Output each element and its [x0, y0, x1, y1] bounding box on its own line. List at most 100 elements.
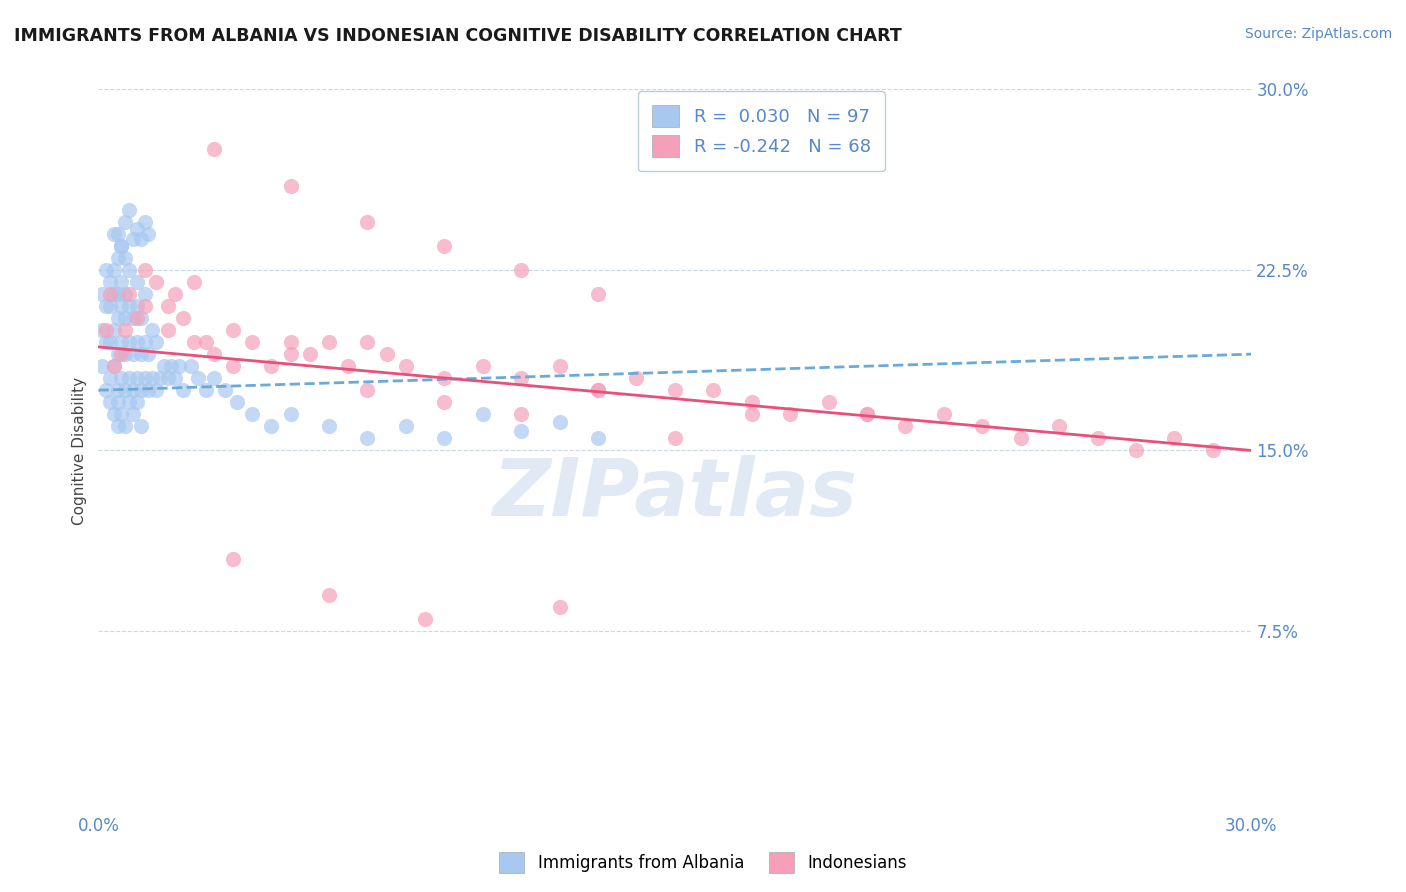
Point	[107, 251, 129, 265]
Point	[413, 612, 436, 626]
Point	[1047, 419, 1070, 434]
Point	[433, 431, 456, 445]
Point	[280, 347, 302, 361]
Point	[225, 395, 247, 409]
Point	[156, 371, 179, 385]
Point	[118, 202, 141, 217]
Point	[548, 415, 571, 429]
Point	[98, 395, 121, 409]
Point	[114, 214, 136, 228]
Point	[114, 323, 136, 337]
Point	[664, 384, 686, 398]
Point	[195, 334, 218, 349]
Point	[110, 407, 132, 421]
Point	[91, 286, 114, 301]
Point	[129, 419, 152, 434]
Point	[110, 238, 132, 253]
Point	[433, 238, 456, 253]
Point	[337, 359, 360, 373]
Point	[626, 371, 648, 385]
Point	[160, 359, 183, 373]
Point	[779, 407, 801, 421]
Point	[98, 371, 121, 385]
Point	[118, 286, 141, 301]
Point	[894, 419, 917, 434]
Point	[114, 286, 136, 301]
Point	[138, 347, 160, 361]
Point	[318, 588, 340, 602]
Point	[107, 227, 129, 241]
Point	[94, 334, 117, 349]
Point	[125, 395, 148, 409]
Point	[94, 384, 117, 398]
Point	[129, 310, 152, 325]
Point	[280, 407, 302, 421]
Point	[240, 334, 263, 349]
Point	[103, 262, 125, 277]
Point	[318, 419, 340, 434]
Point	[471, 407, 494, 421]
Point	[103, 359, 125, 373]
Point	[1163, 431, 1185, 445]
Point	[125, 334, 148, 349]
Point	[118, 299, 141, 313]
Point	[145, 384, 167, 398]
Point	[103, 359, 125, 373]
Point	[94, 299, 117, 313]
Point	[107, 347, 129, 361]
Point	[298, 347, 321, 361]
Point	[586, 384, 609, 398]
Point	[134, 299, 156, 313]
Point	[932, 407, 955, 421]
Point	[195, 384, 218, 398]
Point	[156, 299, 179, 313]
Point	[129, 231, 152, 245]
Point	[134, 262, 156, 277]
Point	[134, 334, 156, 349]
Point	[180, 359, 202, 373]
Point	[129, 347, 152, 361]
Text: ZIPatlas: ZIPatlas	[492, 455, 858, 533]
Point	[202, 142, 225, 156]
Point	[548, 599, 571, 614]
Point	[152, 359, 174, 373]
Point	[94, 323, 117, 337]
Point	[134, 286, 156, 301]
Point	[202, 347, 225, 361]
Point	[94, 262, 117, 277]
Point	[222, 359, 245, 373]
Point	[395, 359, 418, 373]
Point	[98, 286, 121, 301]
Point	[260, 419, 283, 434]
Point	[98, 334, 121, 349]
Point	[165, 371, 187, 385]
Point	[110, 347, 132, 361]
Point	[356, 334, 378, 349]
Point	[172, 310, 194, 325]
Point	[856, 407, 879, 421]
Point	[114, 419, 136, 434]
Point	[98, 299, 121, 313]
Point	[118, 371, 141, 385]
Point	[395, 419, 418, 434]
Point	[110, 299, 132, 313]
Y-axis label: Cognitive Disability: Cognitive Disability	[72, 376, 87, 524]
Point	[125, 275, 148, 289]
Point	[110, 334, 132, 349]
Point	[702, 384, 724, 398]
Point	[91, 359, 114, 373]
Point	[356, 384, 378, 398]
Point	[118, 262, 141, 277]
Point	[125, 310, 148, 325]
Point	[122, 231, 145, 245]
Point	[145, 275, 167, 289]
Point	[510, 371, 533, 385]
Point	[110, 371, 132, 385]
Point	[240, 407, 263, 421]
Point	[103, 323, 125, 337]
Point	[433, 371, 456, 385]
Point	[318, 334, 340, 349]
Point	[817, 395, 839, 409]
Point	[356, 431, 378, 445]
Point	[586, 384, 609, 398]
